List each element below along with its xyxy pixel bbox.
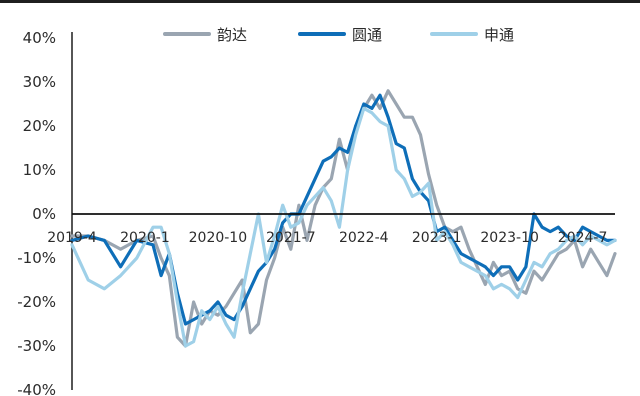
y-tick-label: -20% xyxy=(17,293,56,311)
y-tick-label: 40% xyxy=(23,29,56,47)
series-line-2 xyxy=(70,93,617,326)
x-tick-label: 2024-7 xyxy=(558,230,608,246)
y-tick-label: -40% xyxy=(17,381,56,396)
x-tick-label: 2023-10 xyxy=(480,230,539,246)
x-tick-label: 2022-4 xyxy=(339,230,389,246)
y-tick-label: 0% xyxy=(32,205,56,223)
y-tick-label: 10% xyxy=(23,161,56,179)
y-tick-label: 20% xyxy=(23,117,56,135)
legend-label-1: 韵达 xyxy=(217,26,247,44)
x-axis: 2019-4 2020-1 2020-10 2021-7 2022-4 2023-1 202… xyxy=(47,213,615,246)
y-axis: 40% 30% 20% 10% 0% -10% -20% -30% -40% xyxy=(17,29,73,396)
x-tick-label: 2023-1 xyxy=(412,230,462,246)
y-tick-label: 30% xyxy=(23,73,56,91)
y-tick-label: -30% xyxy=(17,337,56,355)
x-tick-label: 2020-1 xyxy=(120,230,170,246)
x-tick-label: 2021-7 xyxy=(266,230,316,246)
series-line-3 xyxy=(70,106,617,348)
y-tick-label: -10% xyxy=(17,249,56,267)
legend-label-3: 申通 xyxy=(484,26,514,44)
x-tick-label: 2020-10 xyxy=(189,230,248,246)
series-layer xyxy=(70,89,617,348)
legend-label-2: 圆通 xyxy=(352,26,382,44)
x-tick-label: 2019-4 xyxy=(47,230,97,246)
legend: 韵达 圆通 申通 xyxy=(163,26,514,44)
